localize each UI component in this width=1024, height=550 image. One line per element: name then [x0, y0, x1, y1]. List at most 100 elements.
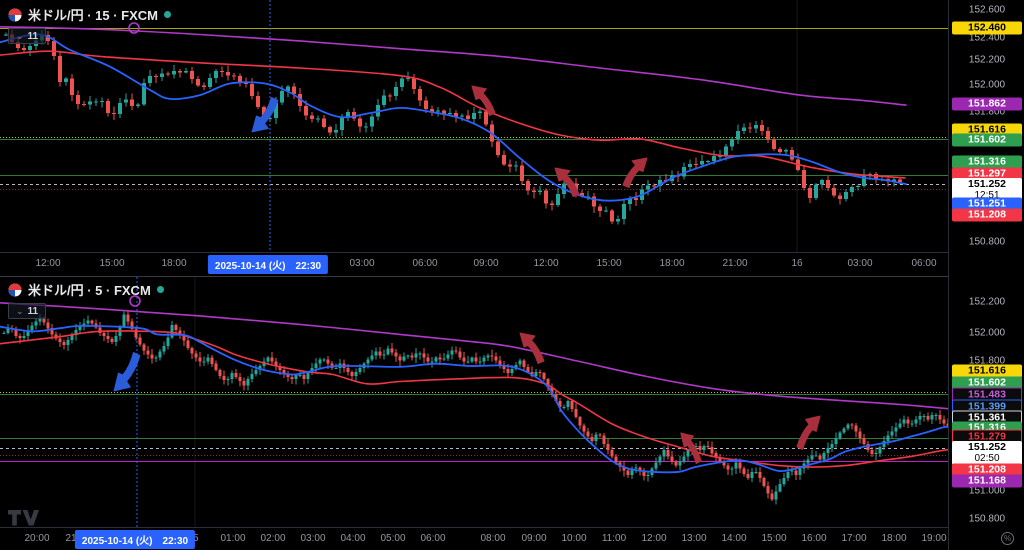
legend-15min: 米ドル/円 · 15 · FXCM ⌄ 11 — [8, 5, 172, 44]
time-tick-label: 04:00 — [340, 533, 366, 544]
time-tick-label: 16:00 — [801, 533, 827, 544]
price-label-badge: 151.316 — [952, 155, 1022, 169]
arrow-annotation[interactable] — [622, 157, 648, 189]
price-label-badge: 151.251 — [952, 197, 1022, 211]
price-tick-label: 152.000 — [968, 79, 1006, 91]
arrow-annotation[interactable] — [113, 352, 141, 392]
time-tick-label: 01:00 — [220, 533, 246, 544]
candles[interactable] — [4, 29, 902, 225]
market-status-dot[interactable] — [156, 286, 164, 293]
price-label-badge: 151.252 02:50 — [952, 441, 1022, 465]
indicator-count-button[interactable]: ⌄ 11 — [8, 28, 47, 44]
ma-red[interactable] — [0, 50, 906, 179]
time-tick-label: 17:00 — [841, 533, 867, 544]
legend-5min: 米ドル/円 · 5 · FXCM ⌄ 11 — [8, 280, 164, 319]
time-tick-label: 10:00 — [561, 533, 587, 544]
time-tick-label: 05:00 — [380, 533, 406, 544]
price-label-badge: 151.297 — [952, 167, 1022, 181]
price-axis[interactable]: 152.600 152.400 152.200 152.000 151.800 150.8… — [948, 0, 1024, 550]
axis-settings-icon[interactable]: % — [1001, 532, 1014, 545]
symbol-title[interactable]: 米ドル/円 · 5 · FXCM — [28, 283, 151, 298]
ma-blue[interactable] — [0, 324, 948, 474]
price-tick-label: 151.800 — [968, 355, 1006, 367]
price-label-badge: 151.616 — [952, 123, 1022, 137]
price-label-badge: 151.168 — [952, 474, 1022, 488]
time-tick-label: 09:00 — [521, 533, 547, 544]
tradingview-logo — [8, 510, 39, 526]
time-tick-label: 18:00 — [881, 533, 907, 544]
candlestick-pane-15min[interactable] — [0, 0, 948, 252]
time-tick-label: 12:00 — [533, 258, 559, 269]
arrow-annotation[interactable] — [519, 332, 545, 364]
price-tick-label: 151.000 — [968, 485, 1006, 497]
price-tick-label: 152.000 — [968, 327, 1006, 339]
arrow-annotation[interactable] — [796, 415, 821, 450]
time-tick-label: 13:00 — [681, 533, 707, 544]
time-tick-label: 21:00 — [722, 258, 748, 269]
time-tick-label: 12:00 — [35, 258, 61, 269]
time-tick-label: 09:00 — [473, 258, 499, 269]
arrow-annotation[interactable] — [471, 85, 496, 117]
price-tick-label: 152.600 — [968, 4, 1006, 16]
price-label-badge: 151.616 — [952, 364, 1022, 378]
time-tick-label: 03:00 — [300, 533, 326, 544]
time-tick-label: 20:00 — [24, 533, 50, 544]
arrow-annotation[interactable] — [554, 167, 580, 198]
price-label-badge: 151.208 — [952, 463, 1022, 477]
time-tick-label: 03:00 — [847, 258, 873, 269]
drawing-handle[interactable] — [129, 295, 141, 307]
price-tick-label: 150.800 — [968, 513, 1006, 525]
chevron-down-icon: ⌄ — [16, 30, 24, 41]
indicator-count: 11 — [27, 305, 39, 317]
time-tick-label: 03:00 — [349, 258, 375, 269]
price-label-badge: 151.208 — [952, 208, 1022, 222]
time-tick-label: 06:00 — [420, 533, 446, 544]
time-tick-label: 11:00 — [601, 533, 627, 544]
time-marker-label[interactable]: 2025-10-14 (火) 22:30 — [207, 255, 329, 274]
time-tick-label: 06:00 — [911, 258, 937, 269]
ma-purple[interactable] — [0, 302, 948, 413]
arrow-annotation[interactable] — [251, 97, 279, 133]
price-tick-label: 151.800 — [968, 106, 1006, 118]
indicator-count: 11 — [27, 30, 39, 42]
time-tick-label: 15:00 — [99, 258, 125, 269]
drawing-handle[interactable] — [128, 22, 140, 34]
pane-separator[interactable] — [0, 276, 1024, 277]
time-marker-label[interactable]: 2025-10-14 (火) 22:30 — [74, 530, 196, 549]
indicator-count-button[interactable]: ⌄ 11 — [8, 303, 47, 319]
time-tick-label: 06:00 — [412, 258, 438, 269]
price-label-badge: 151.862 — [952, 97, 1022, 111]
chevron-down-icon: ⌄ — [16, 305, 24, 316]
time-axis-5min[interactable]: 20:0021:001501:0002:0003:0004:0005:0006:… — [0, 527, 987, 550]
chart-content — [0, 277, 948, 527]
price-tick-label: 152.400 — [968, 32, 1006, 44]
price-tick-label: 152.200 — [968, 296, 1006, 308]
market-status-dot[interactable] — [164, 11, 172, 18]
time-tick-label: 02:00 — [260, 533, 286, 544]
time-axis-15min[interactable]: 12:00 15:00 18:00 03:00 06:00 09:00 12:00 15:00… — [0, 252, 948, 277]
ma-red[interactable] — [0, 330, 948, 468]
time-tick-label: 18:00 — [659, 258, 685, 269]
symbol-title[interactable]: 米ドル/円 · 15 · FXCM — [28, 8, 159, 23]
time-tick-label: 19:00 — [921, 533, 947, 544]
arrow-annotation[interactable] — [680, 432, 702, 464]
ma-purple[interactable] — [0, 26, 907, 106]
symbol-flag-icon — [8, 8, 22, 21]
time-tick-label: 08:00 — [480, 533, 506, 544]
ma-blue[interactable] — [0, 33, 907, 202]
price-tick-label: 150.800 — [968, 236, 1006, 248]
time-tick-label: 12:00 — [641, 533, 667, 544]
price-label-badge: 151.602 — [952, 133, 1022, 147]
symbol-flag-icon — [8, 283, 22, 296]
price-label-badge: 151.602 — [952, 376, 1022, 390]
candles[interactable] — [2, 310, 948, 505]
time-tick-label: 15:00 — [596, 258, 622, 269]
time-tick-label: 15:00 — [761, 533, 787, 544]
price-tick-label: 152.200 — [968, 54, 1006, 66]
time-tick-label: 14:00 — [721, 533, 747, 544]
time-tick-label: 18:00 — [161, 258, 187, 269]
price-label-badge: 152.460 — [952, 21, 1022, 35]
candlestick-pane-5min[interactable] — [0, 277, 948, 527]
time-tick-label: 16 — [791, 258, 803, 269]
